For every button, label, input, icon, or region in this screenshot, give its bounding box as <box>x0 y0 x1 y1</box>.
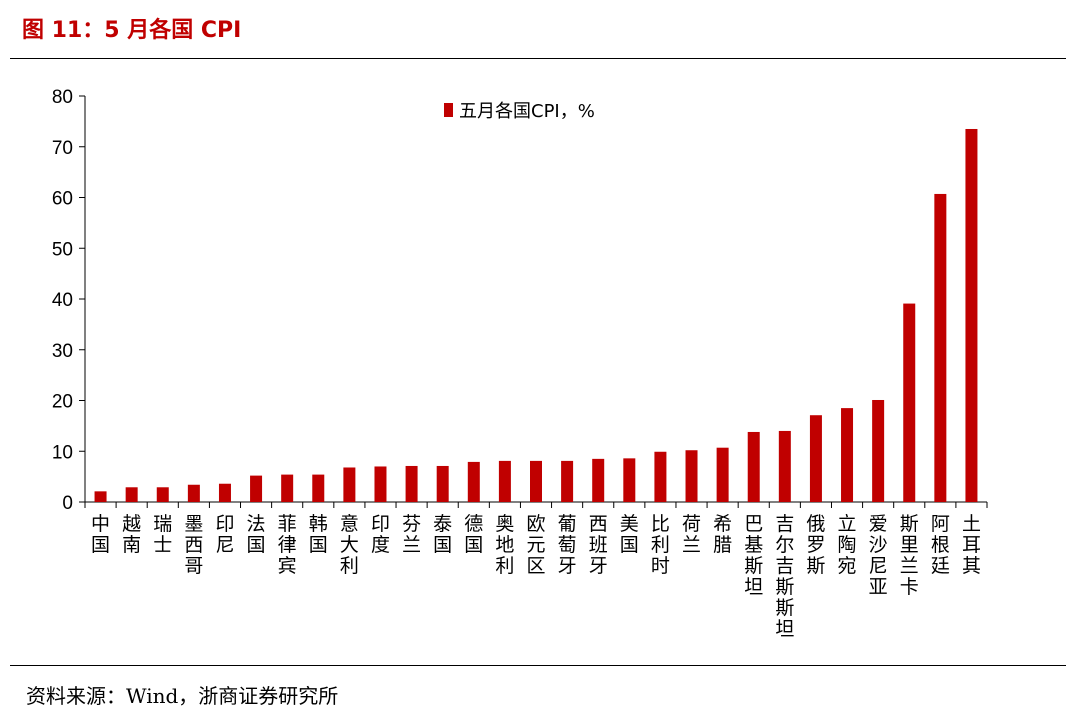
bar <box>187 484 200 502</box>
bar <box>903 303 916 502</box>
bar <box>809 415 822 502</box>
bar <box>747 431 760 502</box>
bottom-rule <box>10 665 1066 666</box>
category-label: 葡萄牙 <box>558 513 577 577</box>
category-label: 韩国 <box>309 513 328 556</box>
bar <box>467 461 480 502</box>
y-tick-label: 30 <box>52 341 73 362</box>
y-tick-label: 20 <box>52 392 73 413</box>
y-tick-label: 80 <box>52 87 73 108</box>
cpi-bar-chart: 0 10 20 30 40 50 60 70 80 中国越南瑞士墨西哥印尼法国菲律宾韩国意大利印… <box>52 87 988 640</box>
legend: 五月各国CPI，% <box>444 101 595 122</box>
category-label: 越南 <box>122 513 141 556</box>
bar <box>934 193 947 502</box>
category-label: 芬兰 <box>402 513 421 556</box>
category-label: 阿根廷 <box>931 513 950 577</box>
category-label: 爱沙尼亚 <box>869 513 888 598</box>
category-label: 欧元区 <box>526 513 545 577</box>
category-label: 巴基斯坦 <box>744 513 763 598</box>
y-tick-label: 60 <box>52 189 73 210</box>
bar <box>250 475 263 502</box>
category-labels: 中国越南瑞士墨西哥印尼法国菲律宾韩国意大利印度芬兰泰国德国奥地利欧元区葡萄牙西班… <box>91 513 981 640</box>
bar <box>778 430 791 502</box>
category-label: 荷兰 <box>682 513 701 556</box>
category-label: 中国 <box>91 513 110 556</box>
category-label: 泰国 <box>433 513 452 556</box>
category-label: 希腊 <box>713 513 732 556</box>
bar <box>125 487 138 502</box>
axes: 0 10 20 30 40 50 60 70 80 <box>52 87 988 514</box>
source-note: 资料来源：Wind，浙商证券研究所 <box>26 684 339 708</box>
bar <box>312 474 325 502</box>
bar <box>561 460 574 502</box>
bar <box>685 450 698 502</box>
bar <box>716 447 729 502</box>
bar <box>218 483 231 502</box>
top-rule <box>10 58 1066 59</box>
y-tick-label: 50 <box>52 239 73 260</box>
category-label: 立陶宛 <box>838 513 857 577</box>
bar <box>94 491 107 502</box>
y-tick-label: 10 <box>52 442 73 463</box>
bar <box>343 467 356 502</box>
bar <box>498 460 511 502</box>
bars <box>94 128 978 503</box>
category-label: 西班牙 <box>589 513 608 577</box>
category-label: 俄罗斯 <box>806 513 825 577</box>
category-label: 斯里兰卡 <box>900 513 919 598</box>
y-tick-label: 0 <box>62 493 73 514</box>
category-label: 瑞士 <box>153 513 172 556</box>
category-label: 菲律宾 <box>278 513 297 577</box>
category-label: 德国 <box>464 513 483 556</box>
bar <box>965 128 978 503</box>
bar <box>592 458 605 502</box>
y-tick-label: 70 <box>52 138 73 159</box>
category-label: 吉尔吉斯斯坦 <box>775 513 794 640</box>
y-tick-label: 40 <box>52 290 73 311</box>
bar <box>281 474 294 502</box>
bar <box>156 487 169 502</box>
category-label: 土耳其 <box>962 513 981 577</box>
bar <box>436 465 449 502</box>
bar <box>623 458 636 502</box>
bar <box>530 460 542 502</box>
legend-label: 五月各国CPI，% <box>459 101 595 122</box>
bar <box>405 465 418 502</box>
bar <box>654 451 667 502</box>
category-label: 奥地利 <box>495 513 514 577</box>
figure-title: 图 11：5 月各国 CPI <box>22 18 242 43</box>
category-label: 意大利 <box>340 513 359 577</box>
bar <box>841 408 854 502</box>
category-label: 法国 <box>247 513 266 556</box>
category-label: 美国 <box>620 513 639 556</box>
category-label: 印度 <box>371 513 390 556</box>
legend-swatch <box>444 103 453 117</box>
category-label: 印尼 <box>215 513 234 556</box>
category-label: 比利时 <box>651 513 670 577</box>
category-label: 墨西哥 <box>184 513 203 577</box>
bar <box>374 466 387 502</box>
bar <box>872 399 885 502</box>
